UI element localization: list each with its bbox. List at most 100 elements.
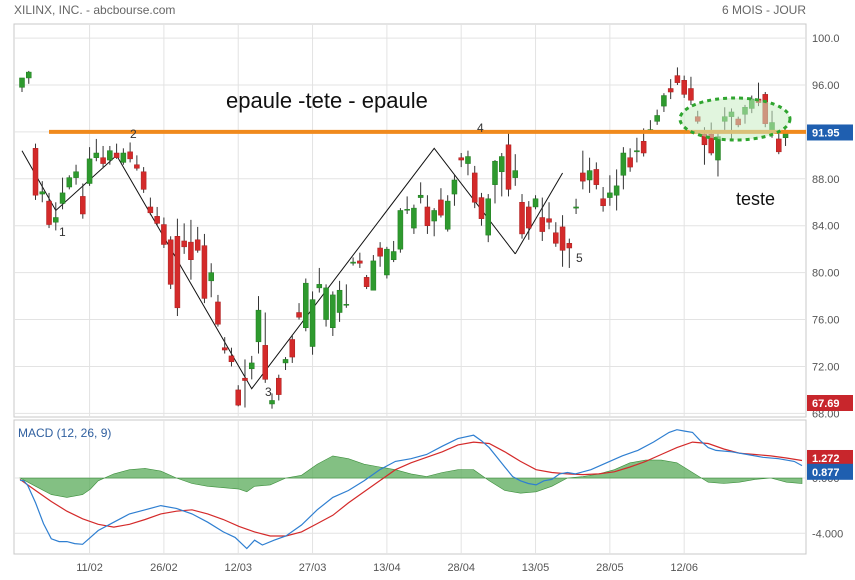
low-marker-badge-bg	[807, 395, 853, 411]
candle-body	[303, 282, 309, 329]
last-price-badge-bg	[807, 124, 853, 141]
candle-body	[681, 80, 687, 95]
candle-body	[120, 152, 127, 163]
macd-line	[19, 429, 803, 550]
candle-body	[296, 312, 302, 318]
candle-body	[276, 377, 282, 395]
candle-body	[350, 261, 356, 264]
candle-body	[586, 170, 593, 181]
candle-body	[208, 272, 214, 282]
candle-body	[161, 224, 167, 245]
axes: 100.096.0092.0088.0084.0080.0076.0072.00…	[76, 33, 843, 574]
candle-body	[478, 197, 485, 219]
candle-body	[46, 200, 52, 225]
macd-value-badge-bg	[807, 463, 853, 480]
candle-body	[404, 209, 410, 211]
candle-body	[471, 172, 478, 203]
candle-body	[566, 243, 573, 249]
candle-body	[498, 156, 505, 173]
candle-body	[539, 217, 546, 232]
candle-body	[573, 206, 579, 209]
candle-body	[390, 251, 397, 260]
macd-value-badge: 0.877	[812, 467, 840, 479]
price-y-tick-label: 68.00	[812, 408, 840, 420]
candle-body	[282, 359, 289, 364]
macd-histogram-area	[19, 455, 803, 498]
candle-body	[255, 309, 262, 343]
retest-zone-ellipse	[678, 96, 792, 142]
candle-body	[93, 152, 100, 158]
last-price-badge: 91.95	[812, 127, 840, 139]
candle-body	[397, 210, 404, 250]
candle-body	[553, 232, 559, 244]
candle-body	[634, 150, 640, 153]
candle-body	[417, 194, 424, 198]
candle-body	[167, 239, 174, 285]
candle-body	[66, 177, 73, 188]
candle-body	[377, 247, 383, 257]
candle-body	[424, 206, 431, 226]
price-panel-frame	[13, 23, 807, 418]
annotations: epaule -tete - epaule teste 1 2 3 4 5 MA…	[18, 88, 775, 440]
price-y-tick-label: 80.00	[812, 268, 840, 280]
candle-body	[559, 226, 566, 251]
candle-body	[147, 206, 154, 214]
candle-body	[451, 179, 458, 195]
candle-body	[316, 284, 323, 289]
x-tick-label: 28/05	[596, 562, 624, 574]
candle-body	[194, 239, 201, 251]
candle-body	[86, 158, 93, 184]
neck-test-line	[514, 172, 563, 255]
candle-body	[465, 156, 471, 164]
value-badges: 91.95 67.69 1.272 0.877	[807, 124, 853, 480]
candle-body	[19, 77, 25, 88]
candle-body	[546, 218, 552, 223]
x-tick-label: 13/04	[373, 562, 401, 574]
candle-body	[330, 294, 336, 329]
x-tick-label: 12/06	[670, 562, 698, 574]
candle-body	[323, 287, 329, 320]
candle-body	[140, 171, 147, 190]
candle-body	[262, 345, 269, 380]
low-marker-badge: 67.69	[812, 398, 840, 410]
candle-body	[221, 347, 228, 351]
candle-body	[505, 144, 512, 190]
pattern-lines	[21, 147, 563, 390]
pattern-point-label-4: 4	[477, 121, 484, 135]
candle-body	[627, 157, 633, 168]
candle-body	[39, 191, 46, 195]
candle-body	[674, 75, 681, 83]
candle-body	[607, 192, 613, 198]
candle-body	[526, 206, 532, 229]
price-y-tick-label: 88.00	[812, 174, 840, 186]
candle-body	[363, 277, 370, 287]
candle-body	[776, 138, 782, 153]
macd-histogram	[19, 455, 803, 498]
candle-body	[269, 400, 275, 405]
pattern-point-label-3: 3	[265, 385, 272, 399]
chart-source-title: XILINX, INC. - abcbourse.com	[14, 3, 176, 17]
resistance-group	[49, 96, 806, 142]
candle-body	[127, 151, 133, 160]
price-y-tick-label: 84.00	[812, 221, 840, 233]
test-label: teste	[736, 189, 775, 209]
macd-signal-badge: 1.272	[812, 453, 840, 465]
candle-body	[593, 169, 600, 185]
x-tick-label: 27/03	[299, 562, 327, 574]
candle-body	[215, 301, 221, 325]
x-tick-label: 11/02	[76, 562, 103, 574]
macd-title: MACD (12, 26, 9)	[18, 426, 111, 440]
candle-body	[384, 248, 390, 276]
price-y-tick-label: 96.00	[812, 80, 840, 92]
candle-body	[640, 141, 647, 154]
candle-body	[80, 196, 86, 215]
macd-signal-badge-bg	[807, 449, 853, 466]
candle-body	[458, 157, 464, 161]
macd-y-tick-label: -4.000	[812, 528, 843, 540]
candle-body	[289, 339, 296, 358]
candle-body	[343, 304, 350, 306]
candle-body	[73, 171, 79, 178]
x-tick-label: 28/04	[447, 562, 475, 574]
